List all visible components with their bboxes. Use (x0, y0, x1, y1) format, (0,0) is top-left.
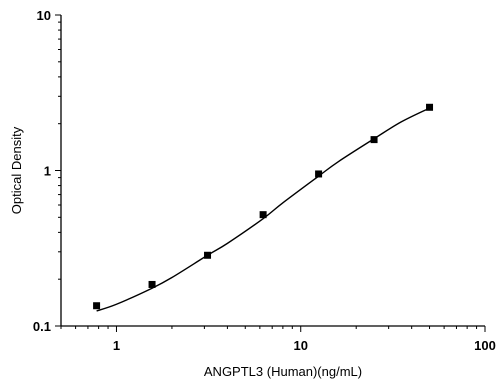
data-point (259, 211, 267, 219)
data-point (315, 170, 323, 178)
data-point (370, 136, 378, 144)
y-tick-label: 10 (37, 8, 51, 23)
x-tick-label: 1 (113, 338, 120, 353)
y-tick-label: 1 (44, 164, 51, 179)
x-tick-label: 10 (294, 338, 308, 353)
y-tick-label: 0.1 (33, 319, 51, 334)
x-tick-label: 100 (474, 338, 496, 353)
data-point (426, 103, 434, 111)
y-axis-title: Optical Density (9, 126, 24, 214)
x-axis-title: ANGPTL3 (Human)(ng/mL) (204, 364, 362, 379)
data-points-layer (93, 103, 434, 310)
fitted-curve (96, 107, 430, 312)
axes: 1 10 100 0.1 1 10 (33, 8, 496, 353)
data-point (93, 302, 101, 310)
data-point (204, 251, 212, 259)
fitted-curve-layer (96, 107, 430, 312)
data-point (148, 280, 156, 288)
